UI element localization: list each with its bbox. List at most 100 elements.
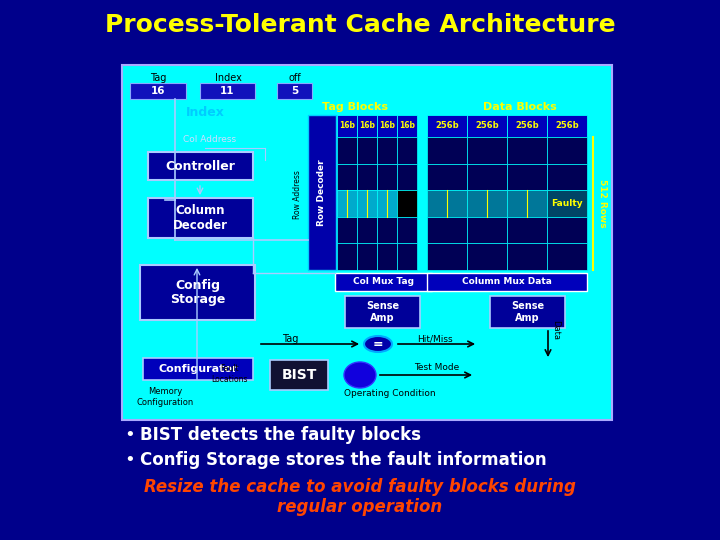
FancyBboxPatch shape — [148, 152, 253, 180]
FancyBboxPatch shape — [357, 217, 377, 244]
FancyBboxPatch shape — [467, 164, 507, 190]
FancyBboxPatch shape — [467, 137, 507, 164]
FancyBboxPatch shape — [547, 137, 587, 164]
FancyBboxPatch shape — [397, 115, 417, 137]
Text: Row Address: Row Address — [294, 171, 302, 219]
Ellipse shape — [364, 336, 392, 352]
Text: 512 Rows: 512 Rows — [598, 179, 608, 228]
Text: Operating Condition: Operating Condition — [344, 388, 436, 397]
Text: Index: Index — [186, 106, 225, 119]
FancyBboxPatch shape — [397, 137, 417, 164]
Text: Hit/Miss: Hit/Miss — [417, 334, 453, 343]
Text: 256b: 256b — [516, 122, 539, 131]
Text: Row Decoder: Row Decoder — [318, 159, 326, 226]
FancyBboxPatch shape — [308, 115, 336, 270]
FancyBboxPatch shape — [427, 137, 467, 164]
FancyBboxPatch shape — [427, 217, 467, 244]
FancyBboxPatch shape — [122, 65, 612, 420]
FancyBboxPatch shape — [507, 244, 547, 270]
Text: Tag: Tag — [150, 73, 166, 83]
FancyBboxPatch shape — [377, 190, 397, 217]
FancyBboxPatch shape — [345, 296, 420, 328]
Text: Controller: Controller — [166, 159, 235, 172]
FancyBboxPatch shape — [397, 164, 417, 190]
Text: 256b: 256b — [435, 122, 459, 131]
Text: BIST: BIST — [282, 368, 317, 382]
FancyBboxPatch shape — [490, 296, 565, 328]
Text: Sense
Amp: Sense Amp — [366, 301, 399, 323]
FancyBboxPatch shape — [337, 137, 357, 164]
FancyBboxPatch shape — [140, 265, 255, 320]
Text: Faulty: Faulty — [552, 199, 582, 208]
FancyBboxPatch shape — [277, 83, 312, 99]
FancyBboxPatch shape — [143, 358, 253, 380]
Text: 16b: 16b — [339, 122, 355, 131]
FancyBboxPatch shape — [337, 190, 357, 217]
Text: Col Mux Tag: Col Mux Tag — [353, 278, 414, 287]
FancyBboxPatch shape — [547, 164, 587, 190]
FancyBboxPatch shape — [427, 273, 587, 291]
Text: Memory
Configuration: Memory Configuration — [136, 387, 194, 407]
Text: 256b: 256b — [555, 122, 579, 131]
FancyBboxPatch shape — [337, 217, 357, 244]
FancyBboxPatch shape — [200, 83, 255, 99]
FancyBboxPatch shape — [507, 115, 547, 137]
FancyBboxPatch shape — [427, 244, 467, 270]
Ellipse shape — [344, 362, 376, 388]
Text: =: = — [373, 338, 383, 350]
Text: Process-Tolerant Cache Architecture: Process-Tolerant Cache Architecture — [104, 13, 616, 37]
Text: Test Mode: Test Mode — [415, 363, 459, 373]
FancyBboxPatch shape — [337, 164, 357, 190]
Text: 16b: 16b — [399, 122, 415, 131]
FancyBboxPatch shape — [377, 137, 397, 164]
FancyBboxPatch shape — [337, 115, 357, 137]
Text: 11: 11 — [220, 86, 235, 96]
Text: 16b: 16b — [359, 122, 375, 131]
Text: Tag: Tag — [282, 334, 298, 344]
Text: •: • — [125, 426, 135, 444]
FancyBboxPatch shape — [467, 217, 507, 244]
FancyBboxPatch shape — [377, 217, 397, 244]
FancyBboxPatch shape — [397, 244, 417, 270]
FancyBboxPatch shape — [270, 360, 328, 390]
FancyBboxPatch shape — [397, 217, 417, 244]
FancyBboxPatch shape — [427, 115, 467, 137]
FancyBboxPatch shape — [547, 190, 587, 217]
FancyBboxPatch shape — [357, 115, 377, 137]
FancyBboxPatch shape — [467, 244, 507, 270]
Text: 16b: 16b — [379, 122, 395, 131]
FancyBboxPatch shape — [467, 190, 507, 217]
FancyBboxPatch shape — [547, 217, 587, 244]
Text: Tag Blocks: Tag Blocks — [322, 102, 388, 112]
FancyBboxPatch shape — [507, 190, 547, 217]
FancyBboxPatch shape — [427, 164, 467, 190]
Text: •: • — [125, 451, 135, 469]
Text: Col Address: Col Address — [184, 136, 237, 145]
Text: Data Blocks: Data Blocks — [483, 102, 557, 112]
FancyBboxPatch shape — [377, 244, 397, 270]
Text: Fault
Locations: Fault Locations — [212, 364, 248, 384]
FancyBboxPatch shape — [467, 115, 507, 137]
Text: 5: 5 — [291, 86, 298, 96]
FancyBboxPatch shape — [335, 273, 432, 291]
Text: off: off — [289, 73, 301, 83]
FancyBboxPatch shape — [547, 244, 587, 270]
FancyBboxPatch shape — [427, 190, 467, 217]
Text: Resize the cache to avoid faulty blocks during
regular operation: Resize the cache to avoid faulty blocks … — [144, 477, 576, 516]
Text: Column
Decoder: Column Decoder — [173, 204, 228, 232]
FancyBboxPatch shape — [357, 244, 377, 270]
FancyBboxPatch shape — [357, 190, 377, 217]
FancyBboxPatch shape — [547, 115, 587, 137]
FancyBboxPatch shape — [357, 137, 377, 164]
Text: Config
Storage: Config Storage — [170, 279, 225, 307]
Text: Index: Index — [215, 73, 241, 83]
Text: 256b: 256b — [475, 122, 499, 131]
FancyBboxPatch shape — [507, 217, 547, 244]
Text: Column Mux Data: Column Mux Data — [462, 278, 552, 287]
FancyBboxPatch shape — [397, 190, 417, 217]
Text: Configurator: Configurator — [158, 364, 238, 374]
FancyBboxPatch shape — [337, 244, 357, 270]
FancyBboxPatch shape — [507, 137, 547, 164]
FancyBboxPatch shape — [377, 164, 397, 190]
FancyBboxPatch shape — [148, 198, 253, 238]
